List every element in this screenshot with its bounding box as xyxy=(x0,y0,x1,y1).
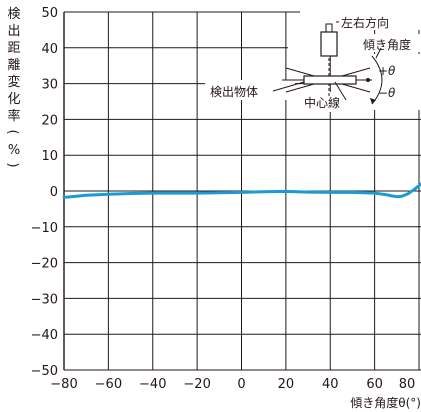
x-tick-label: −60 xyxy=(95,377,122,392)
y-axis-label-char: 率 xyxy=(7,108,20,124)
y-tick-label: −30 xyxy=(31,292,58,307)
x-tick-label: 80 xyxy=(399,377,416,392)
x-tick-label: −80 xyxy=(50,377,77,392)
axes-labels: 50 40 30 20 10 0 −10 −20 −30 −40 −50−80 −60 −40 −20 0 2… xyxy=(5,6,421,410)
x-tick-label: 60 xyxy=(366,377,383,392)
y-tick-label: 40 xyxy=(41,42,58,57)
series-line xyxy=(62,182,421,199)
y-axis-label-char: 変 xyxy=(7,74,20,90)
y-axis-label-char: 検 xyxy=(7,7,20,22)
y-tick-label: 50 xyxy=(41,6,58,21)
y-tick-label: −40 xyxy=(31,328,58,343)
leader-line xyxy=(375,47,382,59)
y-axis-label-char: 距 xyxy=(7,41,20,56)
direction-label: 左右方向 xyxy=(341,15,389,30)
y-tick-label: −10 xyxy=(31,221,58,236)
plus-theta-label: +θ xyxy=(378,64,396,78)
detection-object-icon xyxy=(303,75,357,85)
x-tick-label: −20 xyxy=(183,377,210,392)
y-tick-label: 30 xyxy=(41,78,58,93)
x-tick-label: 0 xyxy=(237,377,245,392)
y-axis-label-char: % xyxy=(8,143,20,158)
y-tick-label: −20 xyxy=(31,257,58,272)
center-line-label: 中心線 xyxy=(304,95,340,110)
inset-backdrop xyxy=(205,80,295,100)
arc-arrowhead-icon xyxy=(370,98,376,104)
tilt-label: 傾き角度 xyxy=(363,37,411,52)
x-axis-label: 傾き角度θ(°) xyxy=(350,395,421,410)
sensor-icon xyxy=(320,23,338,57)
pivot-dot xyxy=(366,78,370,82)
y-tick-label: −50 xyxy=(31,364,58,379)
leader-line xyxy=(334,81,347,101)
y-axis-label-char: 化 xyxy=(7,92,20,107)
y-axis-label-char: 出 xyxy=(7,24,20,39)
x-tick-label: 20 xyxy=(278,377,295,392)
inset-diagram: 左右方向 傾き角度 +θ −θ 検出物体 中心線 xyxy=(205,10,421,112)
inset-backdrop xyxy=(300,92,362,112)
object-label: 検出物体 xyxy=(210,85,258,99)
y-tick-label: 0 xyxy=(50,185,58,200)
leader-line xyxy=(272,81,305,92)
x-tick-label: 40 xyxy=(322,377,339,392)
y-axis-label-char: 離 xyxy=(7,58,20,73)
x-tick-label: −40 xyxy=(139,377,166,392)
y-tick-label: 20 xyxy=(41,113,58,128)
minus-theta-label: −θ xyxy=(378,86,396,100)
y-axis-label-char: ( xyxy=(5,129,20,134)
series-layer xyxy=(62,182,421,199)
y-axis-label-char: ) xyxy=(5,162,20,167)
y-tick-label: 10 xyxy=(41,149,58,164)
